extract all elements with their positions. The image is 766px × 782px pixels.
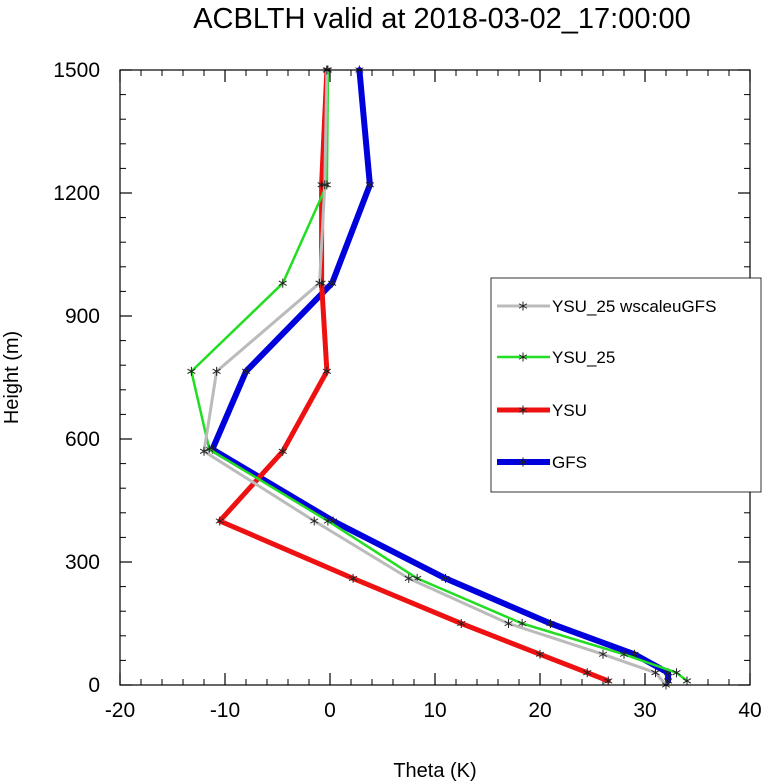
y-tick-label: 600 [65, 428, 100, 451]
data-point-ysu-25 [619, 649, 629, 659]
legend-marker-ysu-25-wscaleugfs [518, 301, 528, 311]
data-point-gfs [327, 278, 337, 288]
data-point-ysu-25 [187, 366, 196, 376]
x-axis-label: Theta (K) [393, 760, 476, 782]
data-point-gfs [241, 366, 251, 376]
data-point-ysu [322, 366, 332, 376]
x-tick-label: 0 [324, 699, 336, 722]
legend-label-ysu-25-wscaleugfs: YSU_25 wscaleuGFS [552, 297, 716, 316]
data-point-ysu-25 [323, 516, 333, 526]
x-tick-label: 40 [738, 699, 761, 722]
legend-label-ysu-25: YSU_25 [552, 348, 615, 367]
legend-label-ysu: YSU [552, 401, 587, 420]
data-point-ysu [457, 619, 466, 628]
data-point-ysu-25-wscaleugfs [310, 516, 319, 526]
data-point-ysu-25-wscaleugfs [404, 573, 413, 583]
data-point-ysu-25 [205, 444, 214, 454]
x-tick-label: -20 [105, 699, 135, 722]
data-point-ysu-25-wscaleugfs [212, 366, 221, 376]
data-point-ysu-25-wscaleugfs [199, 446, 209, 456]
y-axis-label: Height (m) [1, 331, 23, 424]
y-tick-label: 300 [65, 551, 100, 574]
series-layer [187, 65, 692, 690]
data-point-gfs [441, 573, 450, 583]
y-tick-label: 1200 [53, 182, 100, 205]
data-point-ysu-25-wscaleugfs [651, 668, 660, 678]
y-tick-label: 1500 [53, 59, 100, 82]
tick-labels: -20 -10 0 10 20 30 40 0 300 600 900 1200 1500 [53, 59, 761, 722]
data-point-ysu-25 [672, 668, 681, 678]
data-point-ysu-25 [278, 278, 287, 288]
legend-box [490, 277, 762, 493]
legend: YSU_25 wscaleuGFS YSU_25 YSU GFS [490, 277, 762, 493]
x-tick-label: 30 [633, 699, 656, 722]
data-point-ysu [604, 676, 613, 686]
legend-label-gfs: GFS [552, 453, 587, 472]
legend-marker-gfs [518, 457, 528, 467]
y-tick-label: 0 [88, 674, 100, 697]
data-point-ysu-25 [682, 676, 692, 686]
y-tick-label: 900 [65, 305, 100, 328]
x-tick-label: -10 [210, 699, 240, 722]
data-point-ysu [215, 516, 224, 526]
data-point-ysu [535, 649, 545, 659]
data-point-ysu [278, 446, 287, 456]
data-point-ysu-25-wscaleugfs [320, 180, 329, 190]
legend-marker-ysu [518, 405, 528, 415]
data-point-gfs [546, 619, 555, 628]
data-point-ysu [583, 668, 592, 678]
legend-marker-ysu-25 [518, 352, 528, 362]
data-point-gfs [365, 180, 375, 190]
x-tick-label: 10 [423, 699, 446, 722]
data-point-ysu-25-wscaleugfs [504, 619, 513, 628]
data-point-ysu-25-wscaleugfs [598, 649, 608, 659]
data-point-ysu-25-wscaleugfs [315, 278, 324, 288]
data-point-ysu [348, 573, 358, 583]
chart-title: ACBLTH valid at 2018-03-02_17:00:00 [193, 3, 691, 35]
x-tick-label: 20 [528, 699, 551, 722]
